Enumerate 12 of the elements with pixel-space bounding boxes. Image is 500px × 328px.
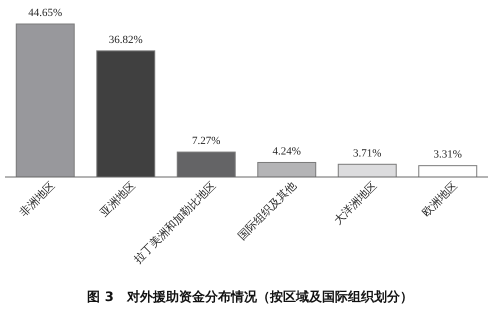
text: 图 3 对外援助资金分布情况（按区域及国际组织划分） bbox=[87, 289, 413, 305]
data-label: 7.27% bbox=[192, 135, 220, 148]
data-label: 44.65% bbox=[28, 7, 62, 19]
x-tick-label: 欧洲地区 bbox=[420, 178, 460, 220]
data-label: 3.71% bbox=[353, 147, 382, 160]
data-label: 36.82% bbox=[108, 34, 143, 46]
x-tick-label: 国际组织及其他 bbox=[235, 178, 299, 243]
data-label: 4.24% bbox=[272, 145, 301, 158]
x-tick-label: 非洲地区 bbox=[17, 178, 58, 220]
data-label: 3.31% bbox=[434, 148, 462, 161]
x-tick-label: 亚洲地区 bbox=[98, 178, 138, 220]
x-tick-label: 大洋洲地区 bbox=[331, 178, 380, 228]
